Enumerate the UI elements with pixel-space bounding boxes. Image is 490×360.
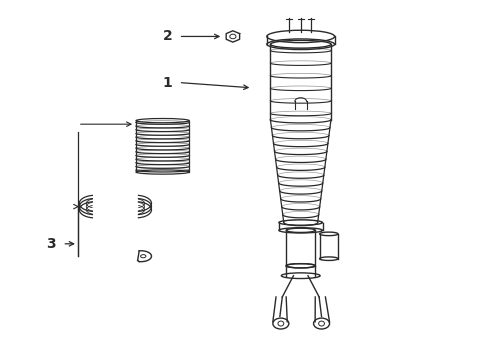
- Text: 1: 1: [163, 76, 172, 90]
- Text: 3: 3: [47, 237, 56, 251]
- Text: 2: 2: [163, 30, 172, 44]
